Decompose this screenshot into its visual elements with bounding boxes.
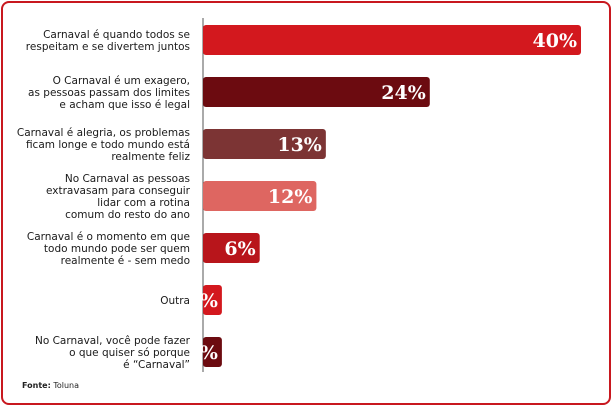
category-label-line: o que quiser só porque xyxy=(69,347,190,359)
category-label-line: respeitam e se divertem juntos xyxy=(26,41,190,53)
category-label-2: O Carnaval é um exagero, as pessoas passa… xyxy=(28,75,190,111)
bar-value-label-7: 2% xyxy=(187,342,218,364)
bar-5 xyxy=(203,233,260,263)
category-label-line: O Carnaval é um exagero, xyxy=(53,75,190,87)
category-label-line: realmente é - sem medo xyxy=(61,255,190,267)
bar-value-label-2: 24% xyxy=(381,82,426,104)
source-note: Fonte: Toluna xyxy=(22,381,79,390)
category-label-line: é “Carnaval” xyxy=(123,359,190,371)
bar-value-label-1: 40% xyxy=(533,30,578,52)
bar-7 xyxy=(203,337,222,367)
category-label-line: ficam longe e todo mundo está xyxy=(26,139,190,151)
category-label-6: Outra xyxy=(160,295,190,307)
source-value: Toluna xyxy=(53,381,80,390)
source-label: Fonte: xyxy=(22,381,51,390)
category-label-line: Carnaval é alegria, os problemas xyxy=(17,127,190,139)
category-label-line: comum do resto do ano xyxy=(65,209,190,221)
bar-6 xyxy=(203,285,222,315)
category-label-line: e acham que isso é legal xyxy=(59,99,190,111)
category-label-line: as pessoas passam dos limites xyxy=(28,87,190,99)
horizontal-bar-chart: 40% Carnaval é quando todos se respeitam e… xyxy=(17,18,581,372)
bar-3 xyxy=(203,129,326,159)
category-label-3: Carnaval é alegria, os problemas ficam lo… xyxy=(17,127,191,163)
bars-group: 40% Carnaval é quando todos se respeitam e… xyxy=(17,25,581,371)
bar-1 xyxy=(203,25,581,55)
category-label-line: realmente feliz xyxy=(111,151,190,163)
bar-value-label-6: 2% xyxy=(187,290,218,312)
bar-2 xyxy=(203,77,430,107)
category-label-line: todo mundo pode ser quem xyxy=(44,243,190,255)
bar-value-label-3: 13% xyxy=(277,134,322,156)
category-label-line: Carnaval é quando todos se xyxy=(43,29,190,41)
category-label-line: No Carnaval as pessoas xyxy=(65,173,190,185)
category-label-5: Carnaval é o momento em que todo mundo po… xyxy=(27,231,190,267)
category-label-line: Outra xyxy=(160,295,190,307)
bar-value-label-4: 12% xyxy=(268,186,313,208)
category-label-line: lidar com a rotina xyxy=(97,197,190,209)
category-label-7: No Carnaval, você pode fazer o que quiser… xyxy=(35,335,191,371)
category-label-line: No Carnaval, você pode fazer xyxy=(35,335,191,347)
category-label-4: No Carnaval as pessoas extravasam para co… xyxy=(46,173,191,221)
category-label-line: extravasam para conseguir xyxy=(46,185,191,197)
category-label-line: Carnaval é o momento em que xyxy=(27,231,190,243)
bar-value-label-5: 6% xyxy=(224,238,255,260)
bar-4 xyxy=(203,181,317,211)
category-label-1: Carnaval é quando todos se respeitam e se… xyxy=(26,29,190,53)
